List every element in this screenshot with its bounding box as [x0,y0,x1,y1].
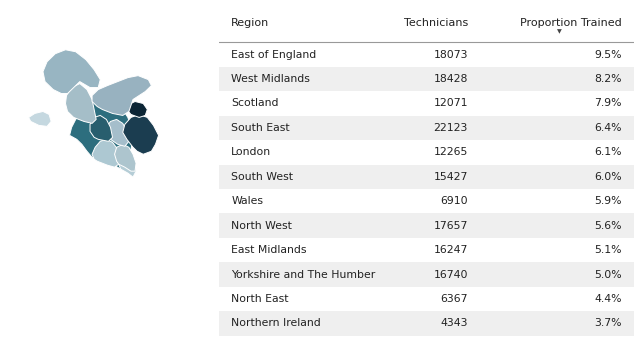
Text: 5.6%: 5.6% [594,221,621,231]
Text: 15427: 15427 [434,172,468,182]
Text: Technicians: Technicians [404,18,468,28]
Text: 16247: 16247 [434,245,468,255]
Bar [219,116,634,140]
Polygon shape [92,76,152,116]
Polygon shape [43,50,100,94]
Text: Scotland: Scotland [231,98,279,108]
Text: Wales: Wales [231,196,263,206]
Text: © Institute of the Motor Industry: © Institute of the Motor Industry [11,319,173,328]
Polygon shape [65,84,96,123]
Text: 4.4%: 4.4% [594,294,621,304]
Bar [219,164,634,189]
Polygon shape [123,115,158,154]
Text: 4343: 4343 [441,318,468,328]
Polygon shape [90,116,112,141]
Bar [219,67,634,91]
Bar [219,311,634,336]
Polygon shape [92,139,120,167]
Text: Northern Ireland: Northern Ireland [231,318,321,328]
Bar [219,214,634,238]
Text: 8.2%: 8.2% [594,74,621,84]
Text: 12265: 12265 [434,147,468,157]
Text: South West: South West [231,172,293,182]
Polygon shape [127,101,147,117]
Text: 5.1%: 5.1% [594,245,621,255]
Text: Region: Region [231,18,269,28]
Text: North West: North West [231,221,292,231]
Text: 6.0%: 6.0% [594,172,621,182]
Text: 6.4%: 6.4% [594,123,621,133]
Text: 18073: 18073 [434,49,468,60]
Text: North East: North East [231,294,288,304]
Text: East Midlands: East Midlands [231,245,307,255]
Text: 6910: 6910 [440,196,468,206]
Text: 22123: 22123 [434,123,468,133]
Text: 7.9%: 7.9% [594,98,621,108]
Text: 5.9%: 5.9% [594,196,621,206]
Text: 18428: 18428 [434,74,468,84]
Text: 6.1%: 6.1% [594,147,621,157]
Text: South East: South East [231,123,290,133]
Text: 17657: 17657 [434,221,468,231]
Text: 9.5%: 9.5% [594,49,621,60]
Text: Yorkshire and The Humber: Yorkshire and The Humber [231,270,375,280]
Text: Proportion Trained: Proportion Trained [520,18,621,28]
Text: 12071: 12071 [434,98,468,108]
Text: 3.7%: 3.7% [594,318,621,328]
Text: ▼: ▼ [557,29,562,34]
Text: 16740: 16740 [434,270,468,280]
Polygon shape [119,154,136,177]
Polygon shape [107,119,129,146]
Text: East of England: East of England [231,49,316,60]
Polygon shape [29,112,51,126]
Polygon shape [115,144,136,171]
Text: London: London [231,147,271,157]
Text: 5.0%: 5.0% [594,270,621,280]
Text: West Midlands: West Midlands [231,74,310,84]
Text: 6367: 6367 [441,294,468,304]
Bar [219,262,634,287]
Polygon shape [70,95,133,169]
